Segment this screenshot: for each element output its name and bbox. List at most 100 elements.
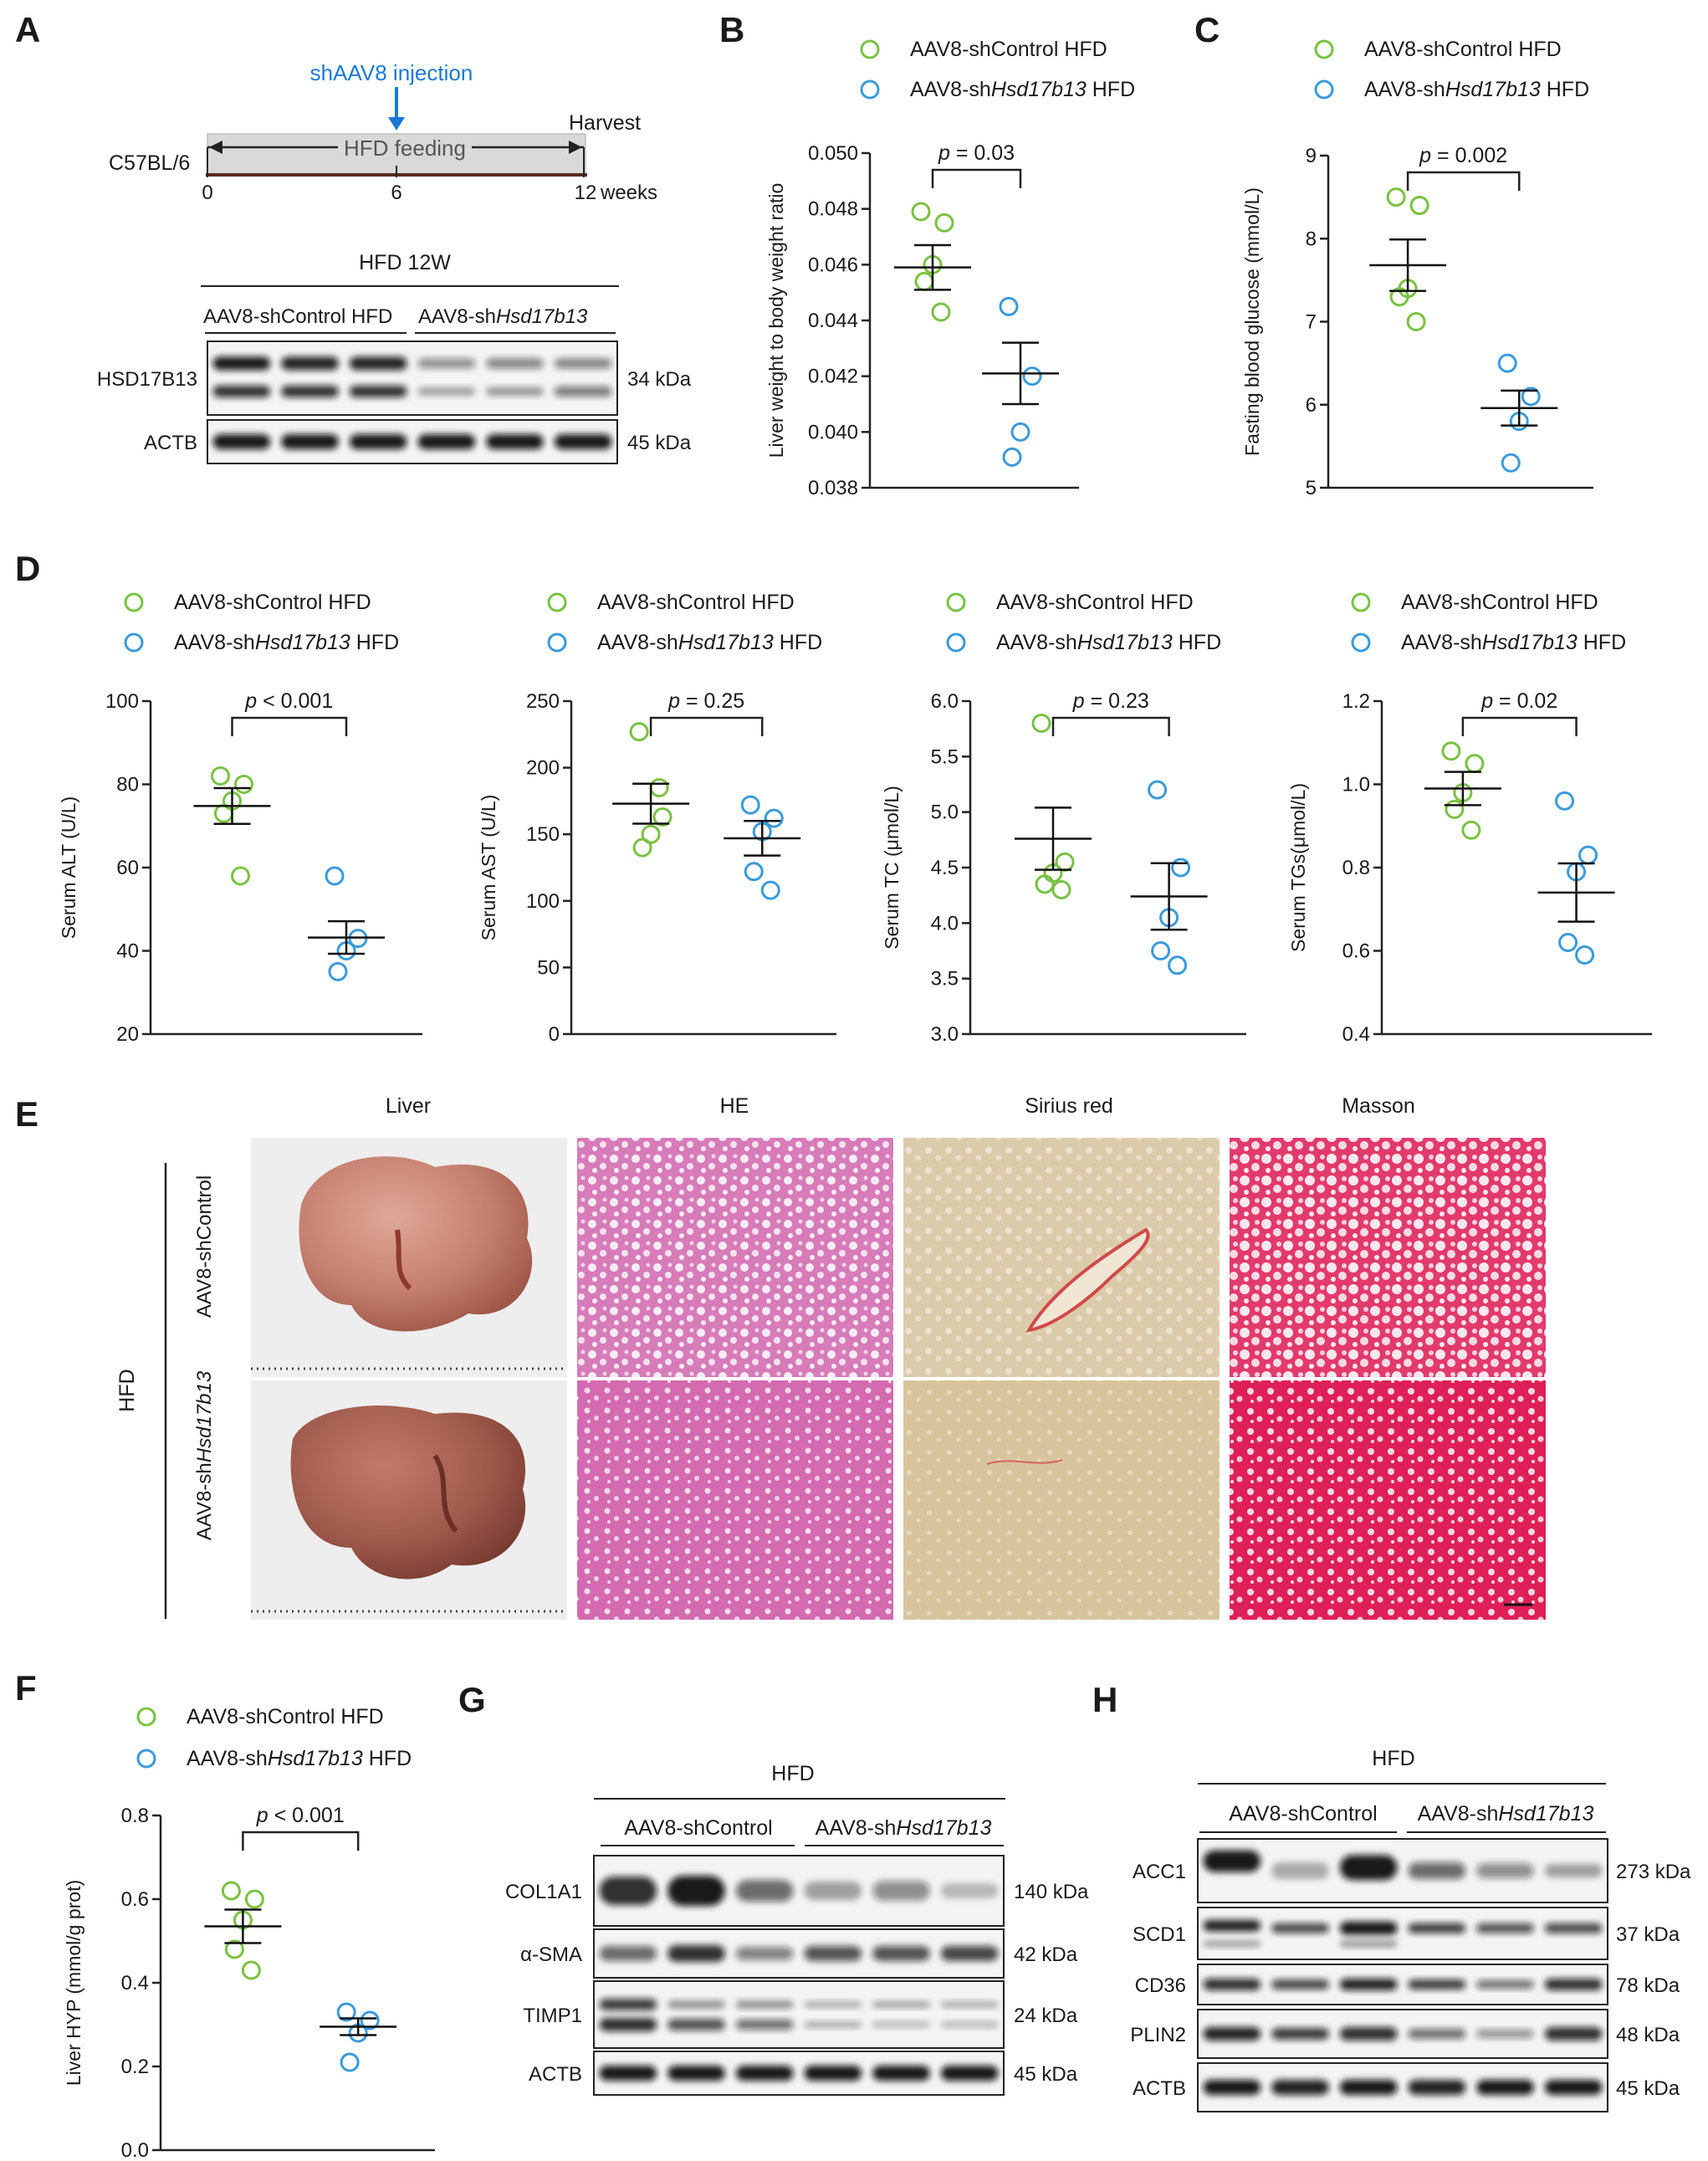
sh-data-point bbox=[1010, 422, 1030, 442]
blot-g: COL1A1 140 kDa α-SMA 42 kDa TIMP1 24 kDa ACTB 4… bbox=[505, 1855, 1089, 2096]
y-tick-label: 4.0 bbox=[931, 912, 959, 935]
control-data-point bbox=[931, 302, 951, 322]
row-label: CD36 bbox=[1135, 1974, 1186, 1997]
band bbox=[599, 2018, 657, 2031]
band bbox=[872, 1881, 930, 1901]
band bbox=[940, 2001, 999, 2008]
y-tick-label: 0.044 bbox=[808, 310, 858, 332]
band bbox=[1203, 2027, 1261, 2041]
legend-label-control: AAV8-shControl HFD bbox=[187, 1705, 384, 1728]
blot-h-group-control: AAV8-shControl bbox=[1229, 1802, 1377, 1826]
band bbox=[1339, 1921, 1398, 1935]
y-tick-label: 0 bbox=[549, 1023, 560, 1046]
blot-strip-α-sma bbox=[593, 1928, 1005, 1979]
band bbox=[212, 434, 271, 449]
col-label-he: HE bbox=[720, 1094, 749, 1118]
row-label: HSD17B13 bbox=[97, 368, 197, 391]
left-arrow-icon bbox=[209, 141, 222, 154]
band bbox=[1271, 1979, 1329, 1989]
band bbox=[667, 1945, 725, 1962]
blot-a-group-sh: AAV8-shHsd17b13 bbox=[418, 305, 588, 328]
p-value: p = 0.03 bbox=[938, 141, 1015, 165]
he-control-image bbox=[577, 1138, 893, 1377]
band bbox=[872, 2066, 930, 2081]
y-tick-label: 0.0 bbox=[121, 2139, 149, 2161]
y-axis-label: Liver HYP (mmol/g prot) bbox=[63, 1880, 84, 2086]
blot-strip-actb bbox=[207, 419, 618, 464]
legend-label-control: AAV8-shControl HFD bbox=[1364, 38, 1562, 61]
control-data-point bbox=[1051, 880, 1071, 900]
kda-label: 140 kDa bbox=[1014, 1881, 1089, 1903]
blot-strip-scd1 bbox=[1197, 1907, 1608, 1960]
legend-label-sh: AAV8-shHsd17b13 HFD bbox=[996, 631, 1221, 654]
band bbox=[940, 1883, 999, 1898]
sh-data-point bbox=[760, 880, 780, 900]
sh-data-point bbox=[360, 2010, 380, 2030]
legend-label-control: AAV8-shControl HFD bbox=[174, 591, 371, 614]
y-axis-label: Serum TGs(μmol/L) bbox=[1287, 783, 1309, 952]
kda-label: 48 kDa bbox=[1616, 2024, 1680, 2046]
control-data-point bbox=[1409, 196, 1429, 216]
y-axis-label: Serum ALT (U/L) bbox=[58, 796, 79, 939]
p-bracket bbox=[242, 1831, 360, 1851]
band bbox=[349, 385, 407, 397]
p-value: p = 0.23 bbox=[1072, 689, 1149, 713]
y-tick-label: 5.0 bbox=[931, 801, 959, 824]
sh-data-point bbox=[1578, 845, 1598, 865]
panel-label-h: H bbox=[1092, 1680, 1117, 1719]
control-data-point bbox=[234, 775, 253, 794]
control-data-point bbox=[1035, 874, 1055, 894]
band bbox=[735, 2066, 794, 2081]
band bbox=[872, 2021, 930, 2028]
panel-label-c: C bbox=[1194, 10, 1220, 49]
row-group-label: HFD bbox=[115, 1369, 139, 1411]
blot-strip-actb bbox=[1197, 2062, 1608, 2112]
blot-a-title: HFD 12W bbox=[359, 251, 451, 274]
legend-marker-control bbox=[547, 592, 567, 612]
sh-data-point bbox=[999, 296, 1019, 316]
p-value: p = 0.25 bbox=[667, 689, 744, 713]
row-label-sh: AAV8-shHsd17b13 bbox=[193, 1370, 216, 1540]
y-tick-label: 20 bbox=[116, 1023, 139, 1046]
band bbox=[1339, 2027, 1398, 2041]
band bbox=[1203, 1940, 1261, 1948]
band bbox=[872, 1946, 930, 1961]
kda-label: 24 kDa bbox=[1014, 2005, 1078, 2027]
sh-data-point bbox=[1497, 353, 1517, 373]
y-tick-label: 150 bbox=[526, 823, 560, 846]
legend-marker-sh bbox=[547, 632, 567, 653]
band bbox=[281, 356, 339, 371]
charts: AAV8-shControl HFD AAV8-shHsd17b13 HFD 0.0… bbox=[58, 38, 1652, 2161]
legend-marker-control bbox=[860, 39, 880, 59]
panel-label-b: B bbox=[719, 10, 744, 49]
panel-label-e: E bbox=[15, 1094, 38, 1134]
band bbox=[804, 2021, 862, 2028]
control-data-point bbox=[629, 722, 649, 742]
blot-strip-hsd17b13 bbox=[207, 341, 618, 416]
y-tick-label: 0.048 bbox=[808, 198, 858, 221]
timeline-unit: weeks bbox=[600, 182, 657, 204]
sh-data-point bbox=[1558, 933, 1578, 953]
band bbox=[804, 1946, 862, 1961]
kda-label: 42 kDa bbox=[1014, 1943, 1078, 1966]
control-data-point bbox=[934, 213, 954, 233]
blot-g-title: HFD bbox=[771, 1762, 814, 1785]
sh-data-point bbox=[740, 795, 760, 815]
band bbox=[1339, 1979, 1398, 1990]
control-data-point bbox=[1031, 714, 1051, 734]
control-data-point bbox=[1406, 312, 1426, 331]
band bbox=[486, 387, 544, 396]
y-tick-label: 0.040 bbox=[808, 421, 858, 443]
sh-data-point bbox=[1171, 858, 1191, 878]
liver-control-image bbox=[299, 1156, 533, 1332]
col-label-liver: Liver bbox=[386, 1094, 431, 1118]
sh-data-point bbox=[1521, 387, 1541, 407]
band bbox=[1203, 1850, 1261, 1872]
panel-label-f: F bbox=[15, 1668, 37, 1708]
y-axis-label: Serum AST (U/L) bbox=[478, 795, 499, 941]
panel-label-g: G bbox=[458, 1680, 486, 1719]
band bbox=[1271, 2080, 1329, 2095]
control-data-point bbox=[221, 1881, 241, 1901]
band bbox=[735, 2000, 794, 2009]
panel-h: HFD AAV8-shControl AAV8-shHsd17b13 ACC1 2… bbox=[1130, 1747, 1691, 2112]
